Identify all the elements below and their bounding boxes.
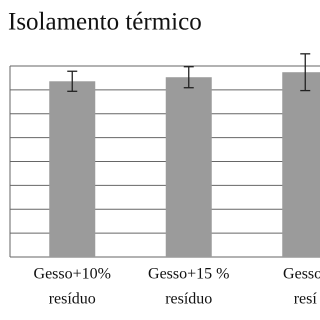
bar <box>282 72 320 258</box>
x-tick-label: resíduo <box>49 291 96 308</box>
bar <box>49 81 96 257</box>
bar <box>165 77 212 257</box>
x-tick-label: Gesso+10% <box>34 266 111 283</box>
x-tick-label: Gesso+15 % <box>148 266 229 283</box>
x-tick-label: Gesso- <box>283 266 320 283</box>
x-tick-label: resíduo <box>165 291 212 308</box>
chart-title: Isolamento térmico <box>8 9 202 36</box>
x-tick-label: resí <box>294 291 318 308</box>
